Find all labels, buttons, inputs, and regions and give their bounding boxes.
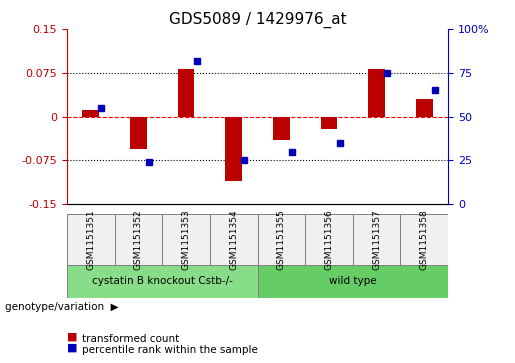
Bar	[82, 110, 99, 117]
FancyBboxPatch shape	[258, 213, 305, 265]
FancyBboxPatch shape	[67, 265, 258, 298]
Text: GSM1151358: GSM1151358	[420, 209, 428, 270]
Bar	[226, 117, 242, 181]
Text: GSM1151355: GSM1151355	[277, 209, 286, 270]
Text: percentile rank within the sample: percentile rank within the sample	[82, 345, 259, 355]
FancyBboxPatch shape	[305, 213, 353, 265]
Text: ■: ■	[67, 342, 77, 352]
Text: genotype/variation  ▶: genotype/variation ▶	[5, 302, 119, 312]
Bar	[368, 69, 385, 117]
Bar	[130, 117, 147, 149]
Bar	[416, 99, 433, 117]
FancyBboxPatch shape	[162, 213, 210, 265]
FancyBboxPatch shape	[67, 213, 114, 265]
Text: ■: ■	[67, 331, 77, 342]
Text: GSM1151356: GSM1151356	[324, 209, 333, 270]
Text: GSM1151353: GSM1151353	[182, 209, 191, 270]
FancyBboxPatch shape	[114, 213, 162, 265]
FancyBboxPatch shape	[353, 213, 401, 265]
Title: GDS5089 / 1429976_at: GDS5089 / 1429976_at	[169, 12, 346, 28]
Text: GSM1151352: GSM1151352	[134, 209, 143, 270]
Text: GSM1151357: GSM1151357	[372, 209, 381, 270]
Text: cystatin B knockout Cstb-/-: cystatin B knockout Cstb-/-	[92, 276, 233, 286]
Bar	[273, 117, 289, 140]
Text: wild type: wild type	[329, 276, 376, 286]
Text: GSM1151354: GSM1151354	[229, 209, 238, 270]
FancyBboxPatch shape	[210, 213, 258, 265]
Bar	[321, 117, 337, 130]
Text: transformed count: transformed count	[82, 334, 180, 344]
Bar	[178, 69, 194, 117]
FancyBboxPatch shape	[401, 213, 448, 265]
Text: GSM1151351: GSM1151351	[87, 209, 95, 270]
FancyBboxPatch shape	[258, 265, 448, 298]
